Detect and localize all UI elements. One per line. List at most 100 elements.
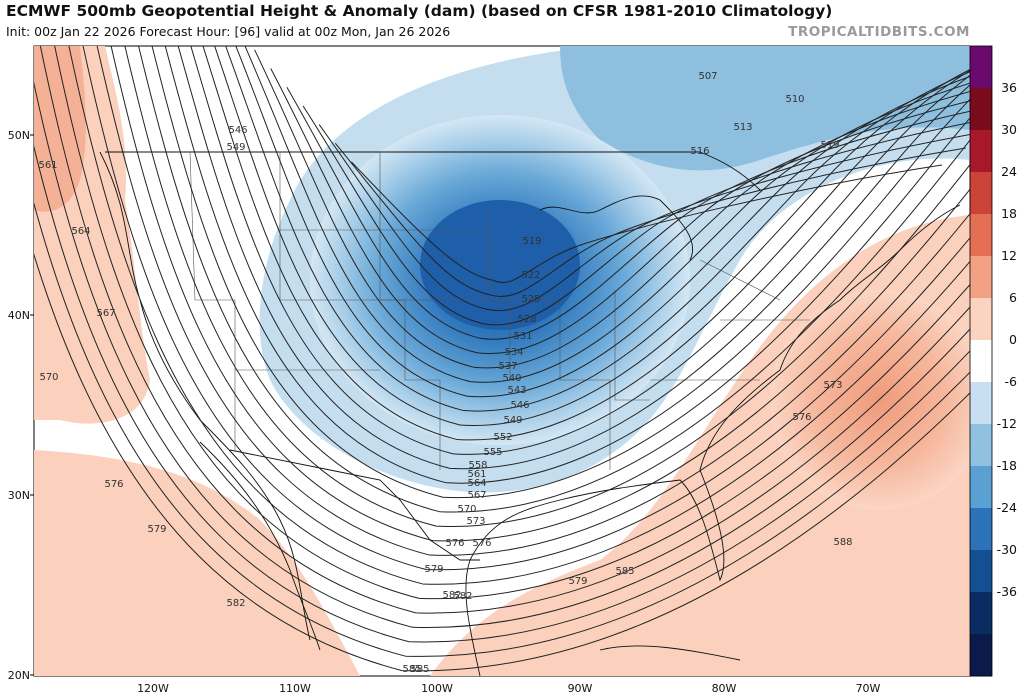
contour-label: 546 — [228, 125, 247, 136]
contour-label: 582 — [226, 598, 245, 609]
colorbar-labels: 36 30 24 18 12 6 0 -6 -12 -18 -24 -30 -36 — [997, 80, 1017, 599]
height-contours — [34, 46, 970, 672]
contour-label: 573 — [466, 516, 485, 527]
colorbar-tick-label: -36 — [997, 584, 1017, 599]
colorbar-frame — [969, 45, 993, 677]
colorbar-swatch — [970, 256, 992, 299]
chart-subtitle: Init: 00z Jan 22 2026 Forecast Hour: [96… — [6, 24, 451, 39]
colorbar-swatch — [970, 172, 992, 215]
height-contour — [164, 46, 970, 484]
contour-label: 576 — [792, 412, 811, 423]
contour-label: 528 — [517, 314, 536, 325]
colorbar-tick-label: -12 — [997, 416, 1017, 431]
contour-label: 543 — [507, 385, 526, 396]
colorbar-swatch — [970, 88, 992, 131]
lat-label-30n: 30N — [8, 489, 30, 502]
contour-label: 534 — [504, 347, 523, 358]
height-contour — [177, 46, 970, 470]
contour-label: 558 — [468, 460, 487, 471]
contour-label: 582 — [453, 591, 472, 602]
contour-label: 582 — [442, 590, 461, 601]
brand-watermark: TROPICALTIDBITS.COM — [788, 24, 970, 40]
height-contour — [190, 46, 970, 455]
contour-label: 564 — [467, 478, 486, 489]
contour-label: 555 — [483, 447, 502, 458]
contour-label: 552 — [493, 432, 512, 443]
contour-label: 540 — [502, 373, 521, 384]
height-contour — [110, 46, 970, 542]
contour-label: 576 — [104, 479, 123, 490]
colorbar-tick-label: -24 — [997, 500, 1017, 515]
contour-label: 576 — [472, 538, 491, 549]
colorbar-swatch — [970, 550, 992, 593]
colorbar-swatch — [970, 634, 992, 677]
contour-label: 585 — [615, 566, 634, 577]
lat-label-20n: 20N — [8, 669, 30, 682]
colorbar — [969, 45, 993, 677]
colorbar-swatch — [970, 466, 992, 509]
cold-anomaly-center — [420, 200, 580, 330]
lat-label-40n: 40N — [8, 309, 30, 322]
lon-label-90w: 90W — [568, 682, 593, 695]
contour-label: 570 — [39, 372, 58, 383]
colorbar-tick-label: 0 — [1009, 332, 1017, 347]
height-contour — [318, 124, 970, 312]
longitude-labels: 120W 110W 100W 90W 80W 70W — [137, 682, 880, 695]
height-contour — [214, 46, 970, 426]
contour-label: 567 — [96, 308, 115, 319]
cuba — [599, 645, 741, 661]
height-contour — [96, 46, 970, 556]
warm-anomaly-southwest — [34, 450, 360, 676]
contour-label: 549 — [503, 415, 522, 426]
height-contour — [151, 46, 970, 499]
height-contour — [302, 105, 970, 326]
contour-label: 516 — [690, 146, 709, 157]
lon-label-110w: 110W — [279, 682, 311, 695]
contour-label: 579 — [568, 576, 587, 587]
contour-label: 537 — [498, 361, 517, 372]
contour-label: 513 — [733, 122, 752, 133]
contour-label: 561 — [38, 160, 57, 171]
contour-label: 579 — [424, 564, 443, 575]
height-contour — [286, 86, 970, 340]
chart-title: ECMWF 500mb Geopotential Height & Anomal… — [6, 2, 833, 20]
warm-anomaly-atlantic — [770, 290, 970, 510]
contour-label: 564 — [71, 226, 90, 237]
height-contour — [39, 46, 970, 614]
contour-label: 585 — [410, 664, 429, 675]
height-contour — [82, 46, 970, 571]
colorbar-swatch — [970, 46, 992, 89]
latitude-labels: 50N 40N 30N 20N — [8, 129, 34, 682]
contour-label: 570 — [457, 504, 476, 515]
colorbar-swatch — [970, 340, 992, 383]
contour-label: 519 — [820, 140, 839, 151]
colorbar-swatch — [970, 592, 992, 635]
contour-label: 507 — [698, 71, 717, 82]
colorbar-swatch — [970, 382, 992, 425]
height-contour — [244, 46, 970, 383]
contour-label: 519 — [522, 236, 541, 247]
height-contour — [68, 46, 970, 585]
colorbar-tick-label: -18 — [997, 458, 1017, 473]
contour-label: 522 — [521, 270, 540, 281]
gulf-east-coast — [465, 204, 961, 676]
colorbar-tick-label: 24 — [1001, 164, 1017, 179]
baja-coast — [199, 441, 321, 651]
height-contour — [34, 145, 970, 643]
contour-label: 579 — [147, 524, 166, 535]
contour-label: 576 — [445, 538, 464, 549]
colorbar-swatch — [970, 214, 992, 257]
contour-label: 567 — [467, 490, 486, 501]
lat-label-50n: 50N — [8, 129, 30, 142]
cold-anomaly-canada — [560, 46, 970, 171]
warm-anomaly-core-nw — [34, 46, 86, 212]
contour-label: 531 — [513, 331, 532, 342]
colorbar-tick-label: 36 — [1001, 80, 1017, 95]
contour-label: 546 — [510, 400, 529, 411]
contour-label: 585 — [402, 664, 421, 675]
lon-label-80w: 80W — [712, 682, 737, 695]
height-contour — [34, 81, 970, 628]
canada-us-border — [105, 151, 761, 191]
colorbar-swatch — [970, 298, 992, 341]
